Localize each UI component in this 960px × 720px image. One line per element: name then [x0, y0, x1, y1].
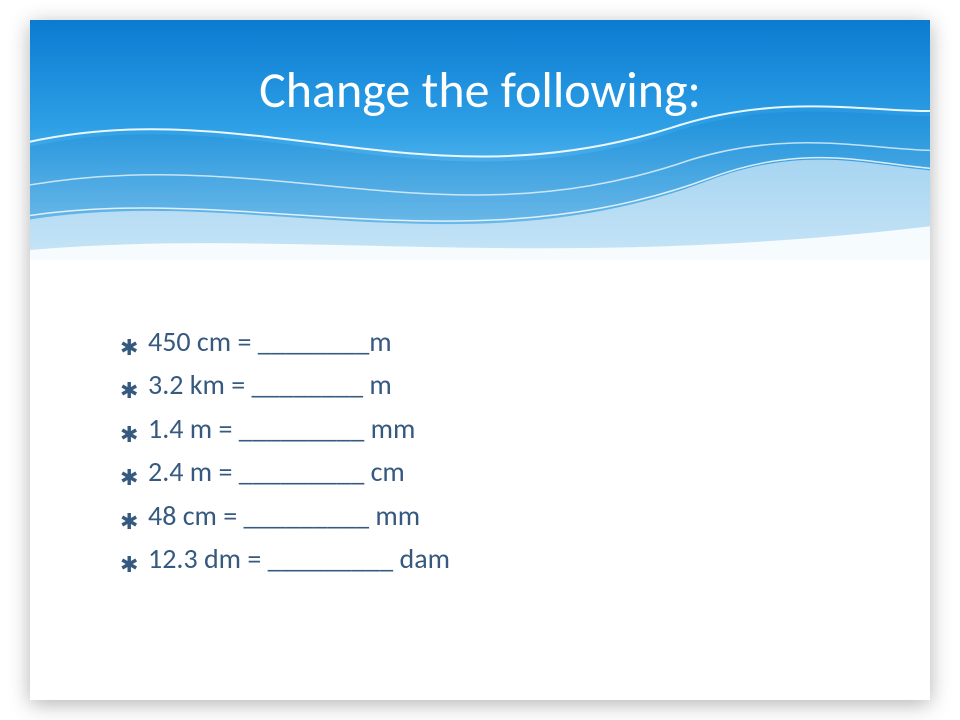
bullet-icon: ✱ — [120, 418, 138, 452]
list-item-text: 1.4 m = _________ mm — [148, 411, 415, 446]
bullet-icon: ✱ — [120, 374, 138, 408]
list-item: ✱ 12.3 dm = _________ dam — [120, 537, 870, 580]
slide-body: ✱ 450 cm = ________m ✱ 3.2 km = ________… — [120, 320, 870, 580]
list-item: ✱ 1.4 m = _________ mm — [120, 407, 870, 450]
list-item: ✱ 2.4 m = _________ cm — [120, 450, 870, 493]
list-item-text: 12.3 dm = _________ dam — [148, 541, 450, 576]
bullet-icon: ✱ — [120, 331, 138, 365]
wave-background — [30, 20, 930, 260]
bullet-icon: ✱ — [120, 505, 138, 539]
slide-header: Change the following: — [30, 20, 930, 260]
list-item: ✱ 48 cm = _________ mm — [120, 494, 870, 537]
slide-title: Change the following: — [30, 60, 930, 121]
slide: Change the following: ✱ 450 cm = _______… — [30, 20, 930, 700]
list-item-text: 48 cm = _________ mm — [148, 498, 420, 533]
list-item: ✱ 3.2 km = ________ m — [120, 363, 870, 406]
bullet-icon: ✱ — [120, 461, 138, 495]
list-item-text: 450 cm = ________m — [148, 324, 392, 359]
list-item-text: 3.2 km = ________ m — [148, 367, 392, 402]
list-item-text: 2.4 m = _________ cm — [148, 454, 405, 489]
list-item: ✱ 450 cm = ________m — [120, 320, 870, 363]
bullet-icon: ✱ — [120, 548, 138, 582]
